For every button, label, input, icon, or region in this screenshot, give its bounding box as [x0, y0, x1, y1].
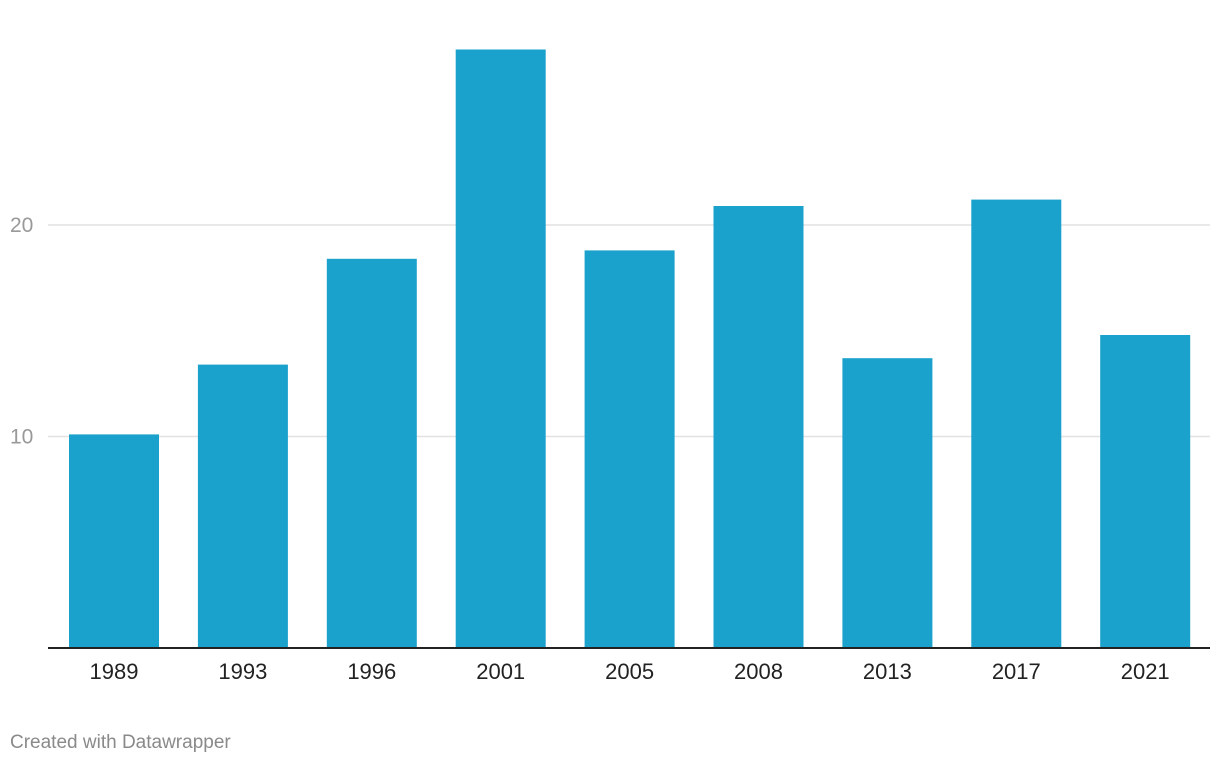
- bar-chart: 10 20 1989 1993 1996 2001 2005 2008 2013 2017 202…: [10, 49, 1210, 684]
- y-tick-label: 20: [10, 214, 33, 237]
- x-tick-label-1989: 1989: [90, 659, 139, 684]
- x-axis-labels: 1989 1993 1996 2001 2005 2008 2013 2017 2021: [90, 659, 1170, 684]
- bar-1989[interactable]: [69, 434, 159, 648]
- datawrapper-credit[interactable]: Created with Datawrapper: [10, 732, 231, 753]
- x-tick-label-1996: 1996: [347, 659, 396, 684]
- y-tick-label: 10: [10, 426, 33, 449]
- bars: [69, 49, 1191, 649]
- bar-2001[interactable]: [455, 49, 546, 649]
- x-tick-label-2017: 2017: [992, 659, 1041, 684]
- x-tick-label-2013: 2013: [863, 659, 912, 684]
- x-tick-label-1993: 1993: [218, 659, 267, 684]
- x-tick-label-2021: 2021: [1121, 659, 1170, 684]
- bar-1996[interactable]: [326, 258, 417, 648]
- bar-2021[interactable]: [1100, 335, 1191, 648]
- bar-1993[interactable]: [197, 364, 288, 648]
- x-tick-label-2001: 2001: [476, 659, 525, 684]
- bar-2017[interactable]: [971, 199, 1062, 648]
- bar-2005[interactable]: [584, 250, 675, 648]
- x-tick-label-2008: 2008: [734, 659, 783, 684]
- bar-2013[interactable]: [842, 358, 933, 648]
- bar-2008[interactable]: [713, 206, 804, 648]
- x-tick-label-2005: 2005: [605, 659, 654, 684]
